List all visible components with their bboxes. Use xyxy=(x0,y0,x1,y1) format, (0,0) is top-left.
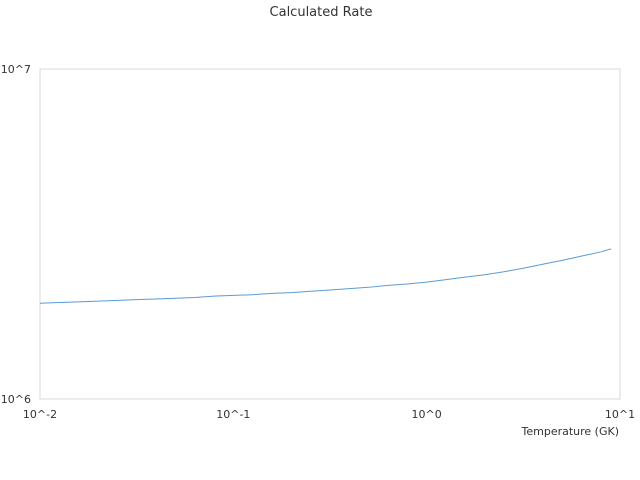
x-tick-label: 10^0 xyxy=(412,408,442,421)
x-tick-label: 10^-2 xyxy=(23,408,57,421)
y-tick-label: 10^7 xyxy=(1,63,31,76)
x-axis-label: Temperature (GK) xyxy=(521,425,620,438)
x-axis-ticks: 10^-2 10^-1 10^0 10^1 xyxy=(23,408,635,421)
chart-title: Calculated Rate xyxy=(270,5,373,20)
y-tick-label: 10^6 xyxy=(1,393,31,406)
rate-series-line xyxy=(39,248,612,304)
plot-area xyxy=(39,68,621,400)
x-tick-label: 10^-1 xyxy=(216,408,250,421)
x-tick-label: 10^1 xyxy=(605,408,635,421)
y-axis-ticks: 10^6 10^7 xyxy=(1,63,31,406)
